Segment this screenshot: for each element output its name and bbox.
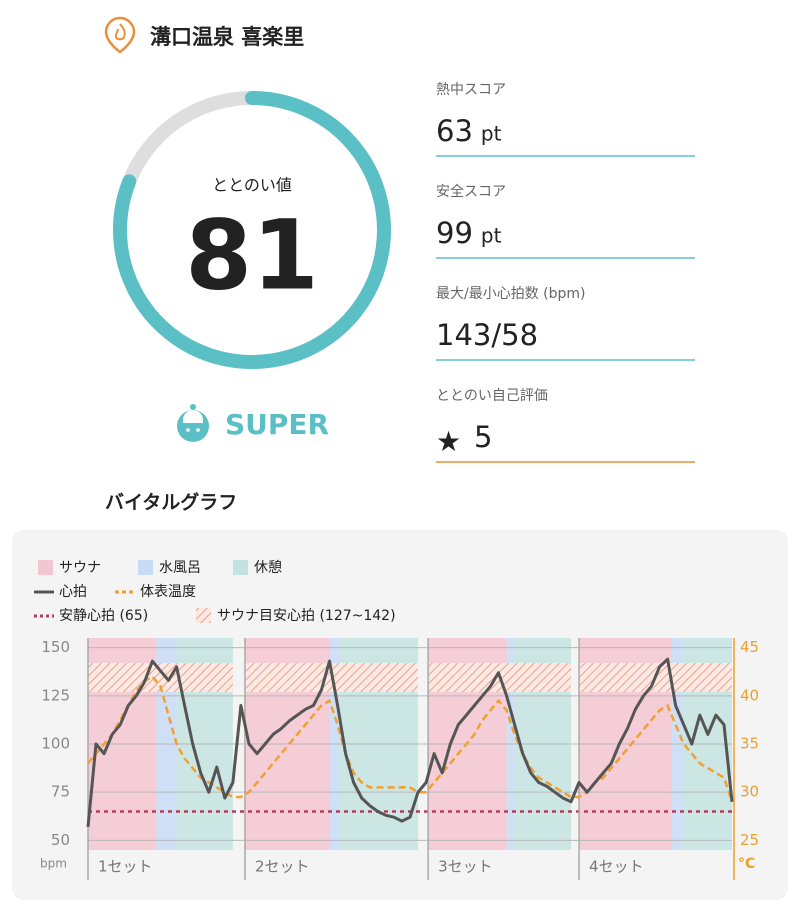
legend-label: 心拍 <box>59 584 87 600</box>
score-value: 63 <box>436 114 473 148</box>
legend-swatch <box>233 560 248 575</box>
legend-swatch <box>196 608 211 623</box>
legend-swatch <box>38 560 53 575</box>
score-value: 99 <box>436 216 473 250</box>
gauge <box>113 91 391 369</box>
score-label: ととのい自己評価 <box>436 388 548 404</box>
y2-tick-label: 40 <box>740 686 759 704</box>
set-label: 1セット <box>98 858 153 876</box>
rank-icon <box>177 404 209 442</box>
legend-label: 体表温度 <box>140 584 196 600</box>
gauge-arc <box>113 91 391 369</box>
score-value: 5 <box>474 420 492 454</box>
y2-tick-label: 25 <box>740 831 759 849</box>
heart-rate-line <box>86 657 734 828</box>
set-label: 3セット <box>438 858 493 876</box>
y-tick-label: 75 <box>51 783 70 801</box>
y2-tick-label: 45 <box>740 638 759 656</box>
y-tick-label: 100 <box>41 735 70 753</box>
legend-label: 安静心拍 (65) <box>59 608 148 624</box>
legend-swatch <box>138 560 153 575</box>
y-tick-label: 150 <box>41 638 70 656</box>
score-value: 143/58 <box>436 318 538 352</box>
legend-label: 水風呂 <box>159 560 201 576</box>
rank-label: SUPER <box>225 408 329 441</box>
score-list: 熱中スコア 63 pt 安全スコア 99 pt 最大/最小心拍数 (bpm) 143/58 とと… <box>436 82 695 463</box>
gauge-label: ととのい値 <box>212 176 292 195</box>
score-unit: pt <box>481 224 502 248</box>
set-label: 2セット <box>255 858 310 876</box>
legend-label: 休憩 <box>254 559 282 576</box>
legend-label: サウナ <box>59 560 101 576</box>
y2-tick-label: 35 <box>740 735 759 753</box>
set-label: 4セット <box>589 858 644 876</box>
y2-tick-label: 30 <box>740 783 759 801</box>
score-icon: ★ <box>436 425 461 458</box>
venue-title: 溝口温泉 喜楽里 <box>150 25 304 49</box>
y-axis-unit: bpm <box>40 857 67 871</box>
section-title: バイタルグラフ <box>105 491 237 514</box>
score-label: 熱中スコア <box>436 82 506 98</box>
score-label: 最大/最小心拍数 (bpm) <box>436 286 586 302</box>
score-unit: pt <box>481 122 502 146</box>
score-label: 安全スコア <box>436 183 506 200</box>
y2-axis-unit: °C <box>738 856 755 872</box>
y-tick-label: 125 <box>41 686 70 704</box>
y-tick-label: 50 <box>51 831 70 849</box>
legend-label: サウナ目安心拍 (127~142) <box>217 608 396 624</box>
gauge-value: 81 <box>185 199 319 311</box>
location-icon <box>104 16 136 54</box>
temperature-line <box>87 675 734 803</box>
